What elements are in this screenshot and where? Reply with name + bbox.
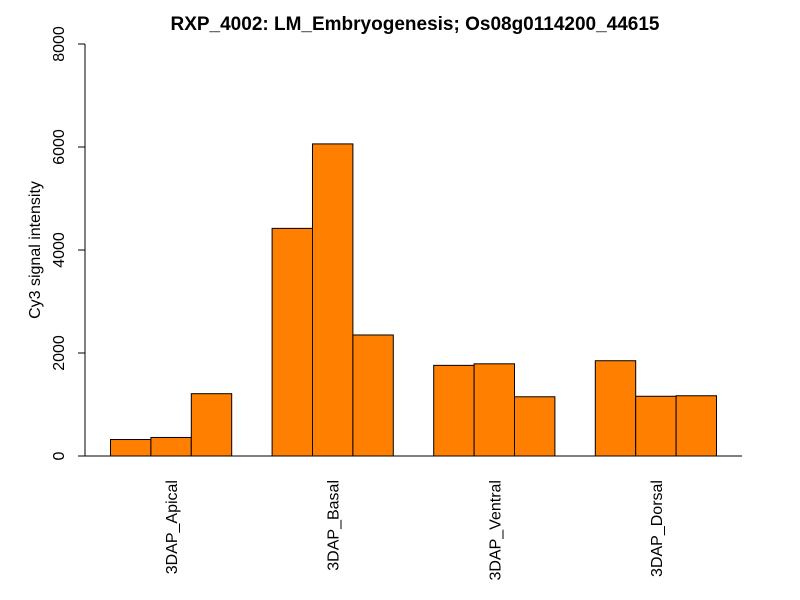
y-tick-label: 6000 <box>51 129 68 165</box>
bar <box>675 395 717 457</box>
bar <box>594 360 637 457</box>
bar <box>312 143 354 457</box>
x-tick-label: 3DAP_Apical <box>164 480 181 574</box>
y-axis: 0 2000 4000 6000 8000 <box>51 26 86 460</box>
y-tick-label: 2000 <box>51 335 68 371</box>
y-axis-label: Cy3 signal intensity <box>27 181 44 319</box>
bar <box>271 227 314 457</box>
x-tick-label: 3DAP_Basal <box>326 480 343 571</box>
bar <box>473 363 516 457</box>
chart-title: RXP_4002: LM_Embryogenesis; Os08g0114200… <box>170 14 659 35</box>
bar <box>190 393 233 457</box>
x-tick-label: 3DAP_Dorsal <box>649 480 666 577</box>
bar <box>514 396 556 457</box>
bars <box>110 143 717 457</box>
bar <box>352 334 394 457</box>
bar <box>110 439 152 457</box>
y-tick-label: 0 <box>51 451 68 460</box>
x-axis: 3DAP_Apical 3DAP_Basal 3DAP_Ventral 3DAP_Do… <box>85 455 742 581</box>
x-tick-label: 3DAP_Ventral <box>487 480 504 581</box>
bar <box>635 395 677 457</box>
bar <box>150 436 192 457</box>
y-tick-label: 4000 <box>51 232 68 268</box>
bar <box>433 364 475 457</box>
y-tick-label: 8000 <box>51 26 68 62</box>
